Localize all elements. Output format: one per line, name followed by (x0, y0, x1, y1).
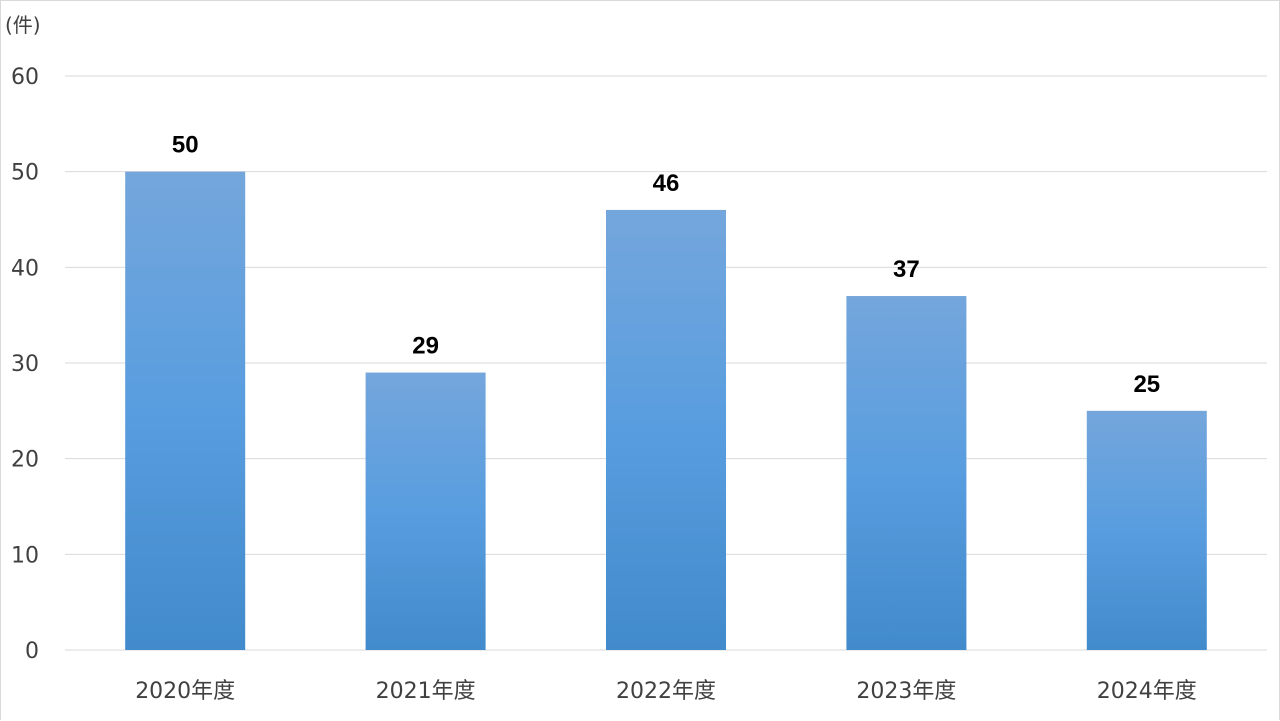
bar (846, 296, 967, 650)
y-tick-label: 30 (11, 352, 39, 377)
x-tick-label: 2022年度 (616, 679, 716, 704)
bar (125, 171, 246, 650)
y-tick-label: 0 (25, 639, 39, 664)
data-label: 29 (412, 333, 439, 360)
data-label: 46 (653, 170, 680, 197)
data-label: 25 (1133, 371, 1160, 398)
y-axis-unit-label: (件) (5, 13, 41, 37)
data-label: 37 (893, 256, 920, 283)
y-tick-label: 60 (11, 65, 39, 90)
y-tick-label: 50 (11, 161, 39, 186)
x-tick-label: 2023年度 (856, 679, 956, 704)
bar (606, 209, 726, 650)
data-labels: 50 29 46 37 25 (172, 132, 1160, 398)
bars (125, 171, 1207, 650)
y-tick-label: 40 (11, 256, 39, 281)
bar (1086, 410, 1207, 650)
x-tick-label: 2024年度 (1097, 679, 1197, 704)
y-axis-ticks: 0 10 20 30 40 50 60 (11, 65, 39, 664)
x-tick-label: 2020年度 (135, 679, 235, 704)
y-tick-label: 10 (11, 543, 39, 568)
x-axis-ticks: 2020年度 2021年度 2022年度 2023年度 2024年度 (135, 679, 1197, 704)
y-tick-label: 20 (11, 448, 39, 473)
data-label: 50 (172, 132, 199, 159)
bar (365, 372, 486, 650)
x-tick-label: 2021年度 (376, 679, 476, 704)
